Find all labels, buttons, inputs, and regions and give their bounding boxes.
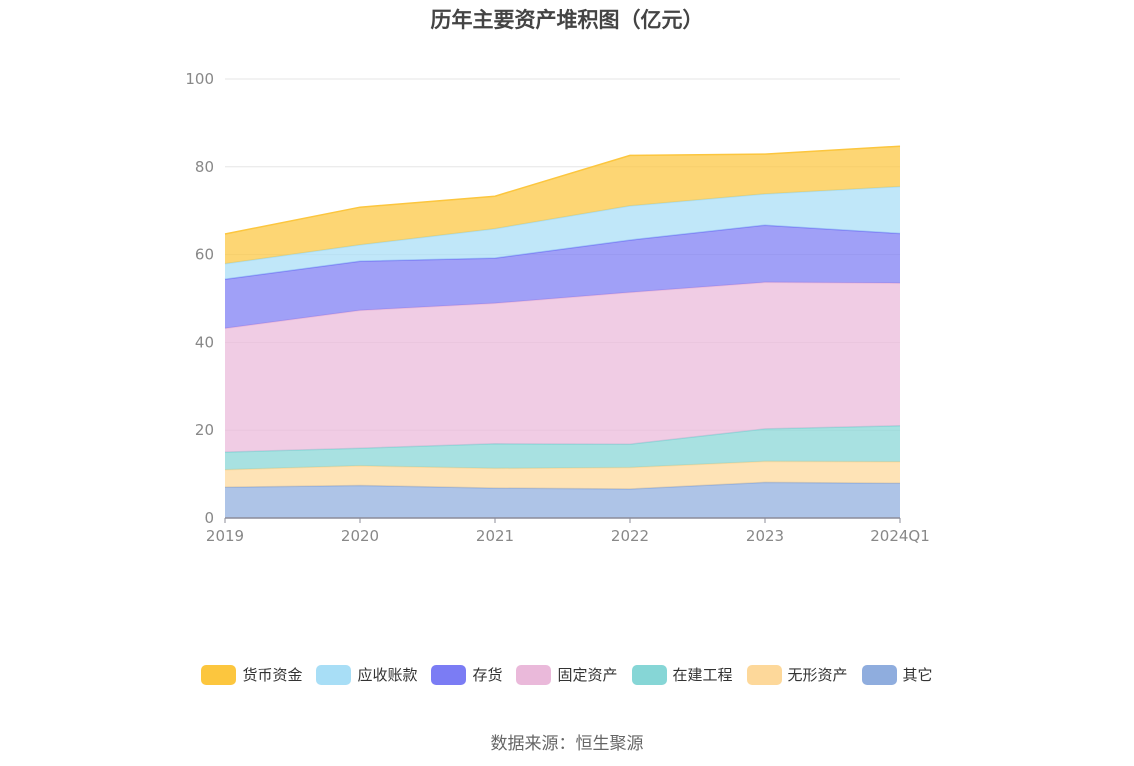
x-tick-label: 2023 [746,527,784,545]
stacked-area-chart: 0 20 40 60 80 100 2019 2020 2021 2022 2023 2024Q1 [185,70,930,545]
area-series-6 [225,146,900,264]
legend-item[interactable]: 无形资产 [746,664,848,685]
area-series-5 [225,186,900,280]
legend-item[interactable]: 应收账款 [316,664,417,685]
legend-swatch [201,664,237,685]
legend-swatch [746,664,782,685]
legend-item[interactable]: 在建工程 [631,664,733,685]
area-edge-series-1 [224,460,901,471]
x-tick-label: 2019 [206,527,244,545]
legend-swatch [861,664,897,685]
legend-label: 无形资产 [787,666,848,684]
area-series-3 [225,282,900,453]
x-tick-label: 2021 [476,527,514,545]
legend-swatch [631,664,667,685]
area-series-2 [225,425,900,470]
legend-label: 其它 [902,666,933,684]
legend-swatch [431,664,467,685]
x-tick-label: 2022 [611,527,649,545]
y-tick-label: 0 [204,509,214,527]
area-series-0 [225,482,900,518]
legend-swatch [516,664,552,685]
y-tick-label: 60 [195,246,214,264]
area-edge-series-6 [224,145,901,235]
chart-legend: 货币资金 应收账款 存货 固定资产 在建工程 无形资产 其它 [0,664,1134,685]
legend-label: 固定资产 [557,666,618,684]
x-tick-label: 2024Q1 [870,527,930,545]
legend-item[interactable]: 固定资产 [516,664,618,685]
legend-label: 存货 [472,666,503,684]
x-tick-label: 2020 [341,527,379,545]
y-tick-label: 20 [195,421,214,439]
y-tick-label: 100 [185,70,214,88]
legend-label: 货币资金 [242,666,303,684]
area-series-4 [225,225,900,329]
chart-title: 历年主要资产堆积图（亿元） [430,8,704,32]
y-tick-label: 80 [195,158,214,176]
legend-item[interactable]: 存货 [431,664,502,685]
legend-item[interactable]: 其它 [861,664,933,685]
legend-item[interactable]: 货币资金 [201,664,302,685]
y-tick-label: 40 [195,333,214,351]
legend-label: 在建工程 [672,666,733,684]
area-series-1 [225,461,900,489]
legend-label: 应收账款 [357,666,418,684]
data-source-note: 数据来源：恒生聚源 [490,734,644,754]
legend-swatch [316,664,352,685]
